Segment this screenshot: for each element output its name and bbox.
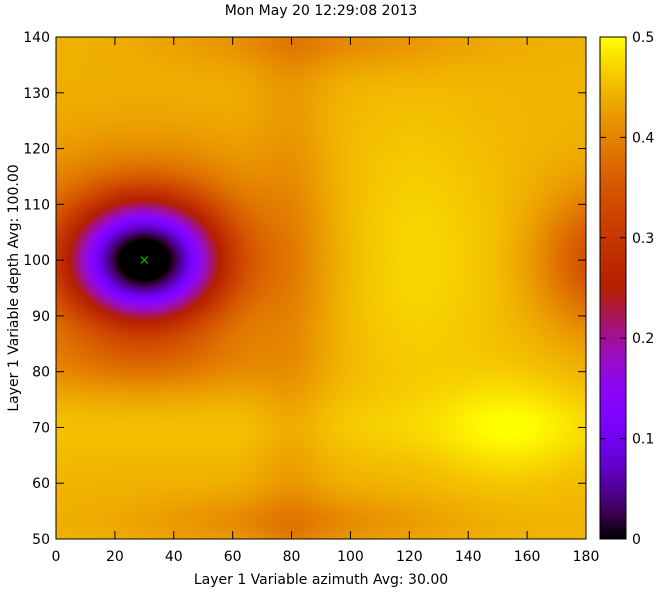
x-tick-label: 180	[573, 549, 600, 565]
y-tick-label: 130	[23, 86, 50, 102]
heatmap-plot-area	[56, 37, 586, 539]
y-axis-title: Layer 1 Variable depth Avg: 100.00	[6, 164, 22, 411]
y-tick-label: 70	[32, 420, 50, 436]
y-tick-label: 50	[32, 532, 50, 548]
y-tick-label: 110	[23, 197, 50, 213]
x-tick-label: 120	[396, 549, 423, 565]
x-tick-label: 160	[514, 549, 541, 565]
y-tick-label: 100	[23, 253, 50, 269]
x-axis: 0 20 40 60 80 100 120 140 160 180	[52, 37, 600, 565]
x-axis-title: Layer 1 Variable azimuth Avg: 30.00	[194, 572, 448, 588]
min-marker	[140, 256, 149, 265]
x-tick-label: 0	[52, 549, 61, 565]
y-tick-label: 80	[32, 365, 50, 381]
marker-stroke	[140, 256, 149, 265]
chart-title: Mon May 20 12:29:08 2013	[225, 3, 418, 19]
colorbar-axis: 0 0.1 0.2 0.3 0.4 0.5	[600, 30, 654, 548]
y-tick-label: 120	[23, 142, 50, 158]
x-tick-label: 100	[337, 549, 364, 565]
colorbar	[599, 36, 627, 540]
y-tick-label: 60	[32, 476, 50, 492]
colorbar-tick-label: 0.1	[632, 432, 654, 448]
x-tick-label: 80	[283, 549, 301, 565]
x-tick-label: 60	[224, 549, 242, 565]
y-tick-label: 90	[32, 309, 50, 325]
x-tick-label: 20	[106, 549, 124, 565]
y-axis: 50 60 70 80 90 100 110 120 130 140	[23, 30, 586, 548]
y-tick-label: 140	[23, 30, 50, 46]
x-tick-label: 40	[165, 549, 183, 565]
colorbar-tick-label: 0	[632, 532, 641, 548]
x-tick-label: 140	[455, 549, 482, 565]
plot-frame	[55, 36, 587, 540]
colorbar-tick-label: 0.4	[632, 130, 654, 146]
colorbar-tick-label: 0.3	[632, 231, 654, 247]
colorbar-tick-label: 0.5	[632, 30, 654, 46]
colorbar-tick-label: 0.2	[632, 331, 654, 347]
